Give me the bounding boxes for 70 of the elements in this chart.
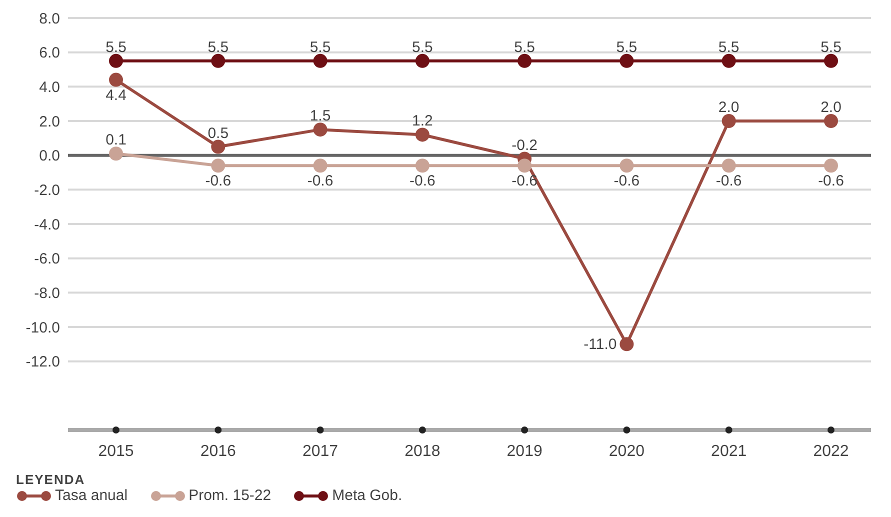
point xyxy=(620,54,634,68)
y-tick-label: 4.0 xyxy=(39,78,60,96)
y-tick-label: -2.0 xyxy=(34,182,60,199)
y-tick-label: -8.0 xyxy=(34,284,60,302)
point xyxy=(415,128,430,142)
y-tick-label: -6.0 xyxy=(34,250,60,268)
data-label: 5.5 xyxy=(412,38,433,56)
x-tick-label: 2022 xyxy=(813,443,849,460)
x-tick-label: 2020 xyxy=(608,443,645,460)
point xyxy=(518,158,532,173)
point xyxy=(211,54,226,68)
y-tick-label: 0.0 xyxy=(39,148,60,165)
data-label: 5.5 xyxy=(106,38,126,56)
data-label: 4.4 xyxy=(106,86,126,104)
x-tick-label: 2018 xyxy=(404,443,440,460)
point xyxy=(824,54,838,68)
data-label: 5.5 xyxy=(820,38,842,56)
y-tick-label: 8.0 xyxy=(39,10,60,28)
data-label: 1.5 xyxy=(310,108,331,125)
data-label: 5.5 xyxy=(718,38,740,56)
x-tick-label: 2016 xyxy=(200,443,236,460)
legend-label: Meta Gob. xyxy=(332,487,402,504)
legend-label: Tasa anual xyxy=(55,487,128,504)
x-tick-label: 2019 xyxy=(506,443,542,460)
y-tick-label: -4.0 xyxy=(34,216,60,234)
data-label: 5.5 xyxy=(208,38,229,56)
data-label: 5.5 xyxy=(310,38,331,56)
data-label: -0.6 xyxy=(512,172,538,190)
point xyxy=(824,114,838,128)
legend-title: LEYENDA xyxy=(16,472,86,487)
point xyxy=(415,158,430,173)
point xyxy=(620,337,634,352)
data-label: -0.2 xyxy=(512,136,538,154)
y-tick-label: 6.0 xyxy=(39,44,60,62)
point xyxy=(313,122,328,137)
data-label: 2.0 xyxy=(718,99,740,116)
data-label: 0.1 xyxy=(106,132,126,149)
data-label: 5.5 xyxy=(616,38,638,56)
point xyxy=(824,158,838,173)
data-label: -0.6 xyxy=(614,172,640,190)
data-label: -0.6 xyxy=(205,172,232,190)
point xyxy=(620,158,634,173)
data-label: 0.5 xyxy=(208,124,229,142)
point xyxy=(313,158,328,173)
data-label: 1.2 xyxy=(412,112,433,130)
y-tick-label: -12.0 xyxy=(26,354,60,371)
data-label: -11.0 xyxy=(584,336,617,354)
data-label: -0.6 xyxy=(716,172,742,190)
point xyxy=(109,72,123,87)
point xyxy=(109,146,123,161)
x-tick-label: 2021 xyxy=(711,443,747,460)
y-tick-label: 2.0 xyxy=(39,113,60,130)
point xyxy=(313,54,328,68)
point xyxy=(722,54,736,68)
legend-label: Prom. 15-22 xyxy=(188,487,272,504)
data-label: 2.0 xyxy=(820,99,842,116)
point xyxy=(211,140,226,154)
point xyxy=(415,54,430,68)
point xyxy=(109,54,123,68)
data-label: -0.6 xyxy=(818,172,844,190)
point xyxy=(722,158,736,173)
y-tick-label: -10.0 xyxy=(26,319,60,336)
point xyxy=(722,114,736,128)
x-tick-label: 2017 xyxy=(302,443,338,460)
data-label: -0.6 xyxy=(410,172,436,190)
data-label: 5.5 xyxy=(514,38,535,56)
x-tick-label: 2015 xyxy=(98,443,134,460)
point xyxy=(518,54,532,68)
point xyxy=(211,158,226,173)
data-label: -0.6 xyxy=(307,172,334,190)
